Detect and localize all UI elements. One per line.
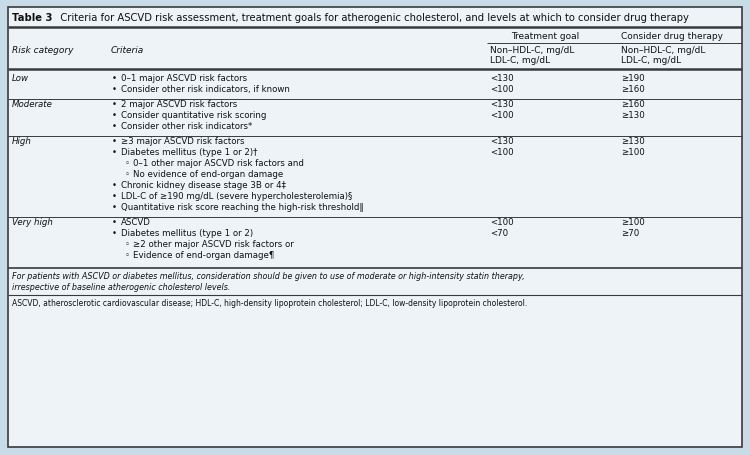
Text: ◦: ◦ <box>125 170 130 179</box>
Text: ASCVD, atherosclerotic cardiovascular disease; HDL-C, high-density lipoprotein c: ASCVD, atherosclerotic cardiovascular di… <box>12 298 527 307</box>
Text: irrespective of baseline atherogenic cholesterol levels.: irrespective of baseline atherogenic cho… <box>12 283 230 291</box>
Text: •: • <box>112 100 117 109</box>
Text: Non–HDL-C, mg/dL: Non–HDL-C, mg/dL <box>621 46 705 55</box>
Text: Criteria: Criteria <box>111 46 144 55</box>
Text: LDL-C of ≥190 mg/dL (severe hypercholesterolemia)§: LDL-C of ≥190 mg/dL (severe hypercholest… <box>121 192 352 201</box>
Text: Treatment goal: Treatment goal <box>511 32 579 41</box>
Text: Consider quantitative risk scoring: Consider quantitative risk scoring <box>121 111 266 120</box>
Text: ≥100: ≥100 <box>621 148 645 157</box>
Text: Risk category: Risk category <box>12 46 74 55</box>
Text: LDL-C, mg/dL: LDL-C, mg/dL <box>490 56 550 65</box>
Text: ASCVD: ASCVD <box>121 217 151 227</box>
Text: •: • <box>112 148 117 157</box>
Text: High: High <box>12 136 32 146</box>
Text: <130: <130 <box>490 136 514 146</box>
Text: Diabetes mellitus (type 1 or 2): Diabetes mellitus (type 1 or 2) <box>121 228 253 238</box>
Text: Consider other risk indicators*: Consider other risk indicators* <box>121 122 252 131</box>
Text: Consider other risk indicators, if known: Consider other risk indicators, if known <box>121 85 290 94</box>
Text: LDL-C, mg/dL: LDL-C, mg/dL <box>621 56 681 65</box>
Text: <70: <70 <box>490 228 508 238</box>
Text: Consider drug therapy: Consider drug therapy <box>621 32 723 41</box>
Text: No evidence of end-organ damage: No evidence of end-organ damage <box>133 170 284 179</box>
Text: <130: <130 <box>490 74 514 83</box>
Text: •: • <box>112 136 117 146</box>
Text: For patients with ASCVD or diabetes mellitus, consideration should be given to u: For patients with ASCVD or diabetes mell… <box>12 271 525 280</box>
Text: •: • <box>112 202 117 212</box>
Text: <100: <100 <box>490 217 514 227</box>
Text: Quantitative risk score reaching the high-risk threshold‖: Quantitative risk score reaching the hig… <box>121 202 364 212</box>
Text: •: • <box>112 217 117 227</box>
Text: ◦: ◦ <box>125 250 130 259</box>
Text: <100: <100 <box>490 148 514 157</box>
Text: •: • <box>112 111 117 120</box>
Text: Very high: Very high <box>12 217 53 227</box>
Text: •: • <box>112 192 117 201</box>
Text: ≥130: ≥130 <box>621 136 645 146</box>
Text: ≥160: ≥160 <box>621 100 645 109</box>
Text: •: • <box>112 181 117 190</box>
Text: ≥130: ≥130 <box>621 111 645 120</box>
Text: ≥70: ≥70 <box>621 228 639 238</box>
Text: ◦: ◦ <box>125 159 130 167</box>
Text: <100: <100 <box>490 85 514 94</box>
Text: •: • <box>112 228 117 238</box>
Text: Non–HDL-C, mg/dL: Non–HDL-C, mg/dL <box>490 46 574 55</box>
Text: ≥190: ≥190 <box>621 74 644 83</box>
Text: <130: <130 <box>490 100 514 109</box>
Text: ≥3 major ASCVD risk factors: ≥3 major ASCVD risk factors <box>121 136 244 146</box>
Text: ≥160: ≥160 <box>621 85 645 94</box>
Text: •: • <box>112 85 117 94</box>
Text: Evidence of end-organ damage¶: Evidence of end-organ damage¶ <box>133 250 274 259</box>
Text: Moderate: Moderate <box>12 100 53 109</box>
Text: Low: Low <box>12 74 29 83</box>
Text: ≥100: ≥100 <box>621 217 645 227</box>
Text: ≥2 other major ASCVD risk factors or: ≥2 other major ASCVD risk factors or <box>133 239 294 248</box>
Text: 2 major ASCVD risk factors: 2 major ASCVD risk factors <box>121 100 237 109</box>
Text: 0–1 major ASCVD risk factors: 0–1 major ASCVD risk factors <box>121 74 248 83</box>
Text: •: • <box>112 122 117 131</box>
Text: ◦: ◦ <box>125 239 130 248</box>
Text: Criteria for ASCVD risk assessment, treatment goals for atherogenic cholesterol,: Criteria for ASCVD risk assessment, trea… <box>51 13 689 23</box>
Text: Table 3: Table 3 <box>12 13 53 23</box>
Text: <100: <100 <box>490 111 514 120</box>
Text: •: • <box>112 74 117 83</box>
Text: 0–1 other major ASCVD risk factors and: 0–1 other major ASCVD risk factors and <box>133 159 304 167</box>
Text: Chronic kidney disease stage 3B or 4‡: Chronic kidney disease stage 3B or 4‡ <box>121 181 286 190</box>
Text: Diabetes mellitus (type 1 or 2)†: Diabetes mellitus (type 1 or 2)† <box>121 148 257 157</box>
